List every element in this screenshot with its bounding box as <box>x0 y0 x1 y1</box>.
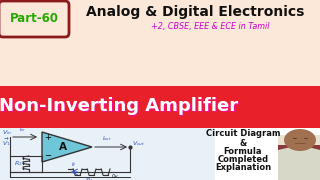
Text: −: − <box>44 152 51 161</box>
FancyBboxPatch shape <box>0 86 320 128</box>
Text: Completed: Completed <box>217 154 268 163</box>
Text: Formula: Formula <box>224 147 262 156</box>
Text: $I_{in}$: $I_{in}$ <box>19 125 25 134</box>
Ellipse shape <box>284 129 316 151</box>
Text: $V_{in}$: $V_{in}$ <box>2 129 12 138</box>
Polygon shape <box>278 145 320 180</box>
Text: Part-60: Part-60 <box>10 12 59 24</box>
Text: $R_2$: $R_2$ <box>14 159 22 168</box>
FancyBboxPatch shape <box>278 145 320 180</box>
Text: Non-Inverting Amplifier: Non-Inverting Amplifier <box>0 97 239 115</box>
FancyBboxPatch shape <box>278 135 320 180</box>
Polygon shape <box>42 132 92 162</box>
FancyBboxPatch shape <box>0 128 320 180</box>
Text: A: A <box>59 142 67 152</box>
Text: &: & <box>239 138 247 147</box>
FancyBboxPatch shape <box>0 128 215 180</box>
Text: $I_{out}$: $I_{out}$ <box>102 134 112 143</box>
Text: $I_F$: $I_F$ <box>71 160 77 169</box>
Text: Explanation: Explanation <box>215 163 271 172</box>
Text: +2, CBSE, EEE & ECE in Tamil: +2, CBSE, EEE & ECE in Tamil <box>151 21 269 30</box>
FancyBboxPatch shape <box>0 1 69 37</box>
Text: 0v: 0v <box>112 174 118 179</box>
Text: +: + <box>44 132 51 141</box>
Text: $R_f$: $R_f$ <box>85 176 93 180</box>
FancyBboxPatch shape <box>0 0 320 86</box>
Text: $V_{out}$: $V_{out}$ <box>132 140 146 148</box>
Text: $\rightarrow$: $\rightarrow$ <box>2 134 10 142</box>
Text: Circuit Diagram: Circuit Diagram <box>206 129 280 138</box>
Text: $V_1$: $V_1$ <box>2 140 11 148</box>
Text: Non-Inverting Amplifier: Non-Inverting Amplifier <box>0 98 240 116</box>
Text: Analog & Digital Electronics: Analog & Digital Electronics <box>86 5 304 19</box>
